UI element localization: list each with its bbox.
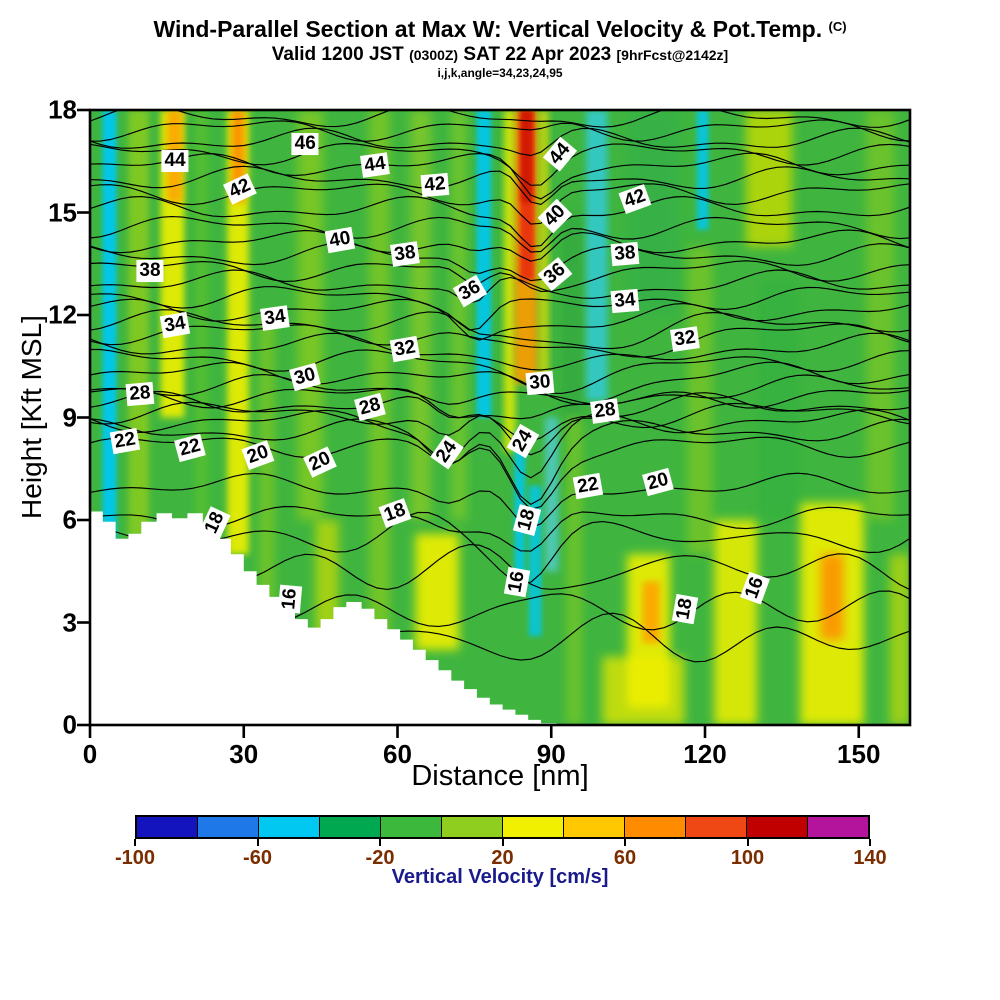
colorbar-segment — [808, 817, 868, 837]
colorbar-segment — [747, 817, 808, 837]
colorbar-segment — [686, 817, 747, 837]
chart-title-units: (C) — [828, 19, 847, 34]
valid-zulu: (0300Z) — [409, 47, 459, 63]
chart-title-text: Wind-Parallel Section at Max W: Vertical… — [153, 16, 823, 42]
y-axis-label: Height [Kft MSL] — [16, 315, 47, 519]
x-axis-label: Distance [nm] — [411, 760, 589, 792]
colorbar-segment — [564, 817, 625, 837]
valid-time-line: Valid 1200 JST (0300Z) SAT 22 Apr 2023 [… — [0, 44, 1000, 66]
colorbar-segment — [259, 817, 320, 837]
colorbar-segment — [503, 817, 564, 837]
colorbar-segment — [625, 817, 686, 837]
ijk-angle-line: i,j,k,angle=34,23,24,95 — [437, 66, 563, 80]
colorbar-segment — [381, 817, 442, 837]
colorbar-segment — [320, 817, 381, 837]
colorbar — [135, 815, 870, 839]
chart-title: Wind-Parallel Section at Max W: Vertical… — [0, 16, 1000, 43]
title-block: Wind-Parallel Section at Max W: Vertical… — [0, 16, 1000, 80]
colorbar-segment — [198, 817, 259, 837]
valid-date: SAT 22 Apr 2023 — [463, 44, 612, 65]
colorbar-label: Vertical Velocity [cm/s] — [391, 866, 609, 888]
colorbar-segment — [137, 817, 198, 837]
colorbar-segment — [442, 817, 503, 837]
forecast-info: [9hrFcst@2142z] — [616, 47, 729, 63]
terrain-mask — [90, 511, 557, 725]
contour-lines-group — [90, 110, 910, 665]
valid-prefix: Valid 1200 JST — [271, 44, 404, 65]
